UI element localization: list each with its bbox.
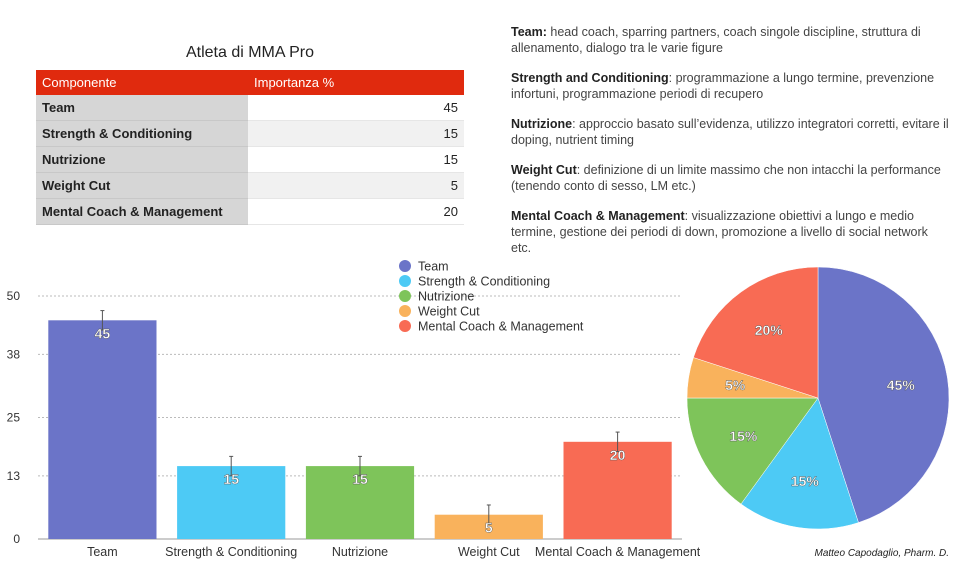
- legend-label: Nutrizione: [418, 290, 474, 304]
- x-tick-label: Strength & Conditioning: [165, 545, 297, 559]
- row-name: Team: [36, 95, 248, 121]
- note-team: Team: head coach, sparring partners, coa…: [511, 24, 951, 56]
- note-title: Strength and Conditioning: [511, 71, 669, 85]
- note-strength: Strength and Conditioning: programmazion…: [511, 70, 951, 102]
- bar: [305, 466, 415, 539]
- bar-data-label: 45: [95, 325, 111, 341]
- bar: [48, 320, 157, 539]
- notes-panel: Team: head coach, sparring partners, coa…: [511, 24, 951, 270]
- note-text: : definizione di un limite massimo che n…: [511, 163, 941, 193]
- note-text: head coach, sparring partners, coach sin…: [511, 25, 921, 55]
- note-title: Weight Cut: [511, 163, 577, 177]
- table-row: Weight Cut 5: [36, 172, 464, 199]
- header-componente: Componente: [36, 70, 248, 95]
- x-tick-label: Mental Coach & Management: [535, 545, 700, 559]
- header-importanza: Importanza %: [248, 70, 464, 95]
- row-value: 45: [248, 95, 464, 121]
- note-title: Nutrizione: [511, 117, 573, 131]
- bar-data-label: 5: [485, 520, 493, 536]
- x-tick-label: Nutrizione: [332, 545, 388, 559]
- note-mental-coach: Mental Coach & Management: visualizzazio…: [511, 208, 951, 256]
- y-tick-label: 13: [7, 469, 21, 483]
- pie-slice: [817, 266, 950, 523]
- pie-slice-label: 5%: [725, 377, 746, 393]
- row-value: 15: [248, 146, 464, 173]
- table-title: Atleta di MMA Pro: [185, 44, 315, 61]
- legend-label: Strength & Conditioning: [418, 275, 550, 289]
- legend-swatch: [399, 305, 411, 317]
- note-text: : programmazione a lungo termine, preven…: [511, 71, 935, 101]
- bar-chart: 0 13 25 38 50 45 Team 15 Strength & Conditioning…: [7, 260, 700, 560]
- x-tick-label: Weight Cut: [458, 545, 520, 559]
- note-title: Team:: [511, 25, 547, 39]
- note-text: : approccio basato sull’evidenza, utiliz…: [511, 117, 949, 147]
- bar: [177, 466, 286, 539]
- bar-data-label: 15: [223, 471, 239, 487]
- table-row: Strength & Conditioning 15: [36, 120, 464, 147]
- y-tick-label: 25: [7, 411, 21, 425]
- pie-slice: [686, 397, 819, 505]
- note-nutrizione: Nutrizione: approccio basato sull’eviden…: [511, 116, 951, 148]
- pie-slice-label: 15%: [791, 473, 820, 489]
- row-name: Weight Cut: [36, 172, 248, 199]
- bar-data-label: 15: [352, 471, 368, 487]
- pie-slice: [693, 266, 819, 399]
- row-name: Mental Coach & Management: [36, 198, 248, 225]
- legend-swatch: [399, 260, 411, 272]
- table-row: Team 45: [36, 95, 464, 121]
- row-value: 15: [248, 120, 464, 147]
- bar: [563, 441, 672, 539]
- note-weight-cut: Weight Cut: definizione di un limite mas…: [511, 162, 951, 194]
- legend-label: Mental Coach & Management: [418, 320, 584, 334]
- row-name: Nutrizione: [36, 146, 248, 173]
- y-tick-label: 0: [13, 532, 20, 546]
- table-header-row: Componente Importanza %: [36, 70, 464, 95]
- bar-data-label: 20: [610, 447, 626, 463]
- components-table: Componente Importanza % Team 45 Strength…: [36, 70, 464, 225]
- signature: Matteo Capodaglio, Pharm. D.: [814, 548, 949, 559]
- y-tick-label: 50: [7, 289, 21, 303]
- row-value: 5: [248, 172, 464, 199]
- legend-swatch: [399, 275, 411, 287]
- pie-slice-label: 20%: [755, 322, 784, 338]
- note-title: Mental Coach & Management: [511, 209, 685, 223]
- pie-chart: 45% 15% 15% 5% 20%: [686, 266, 950, 530]
- legend-label: Team: [418, 260, 449, 274]
- row-name: Strength & Conditioning: [36, 120, 248, 147]
- legend-label: Weight Cut: [418, 305, 480, 319]
- legend-swatch: [399, 320, 411, 332]
- note-text: : visualizzazione obiettivi a lungo e me…: [511, 209, 928, 255]
- table-row: Mental Coach & Management 20: [36, 198, 464, 225]
- y-tick-label: 38: [7, 347, 21, 361]
- x-tick-label: Team: [87, 545, 118, 559]
- row-value: 20: [248, 198, 464, 225]
- legend-swatch: [399, 290, 411, 302]
- pie-slice-label: 15%: [729, 428, 758, 444]
- pie-slice-label: 45%: [887, 377, 916, 393]
- pie-slice: [740, 397, 859, 530]
- table-row: Nutrizione 15: [36, 146, 464, 173]
